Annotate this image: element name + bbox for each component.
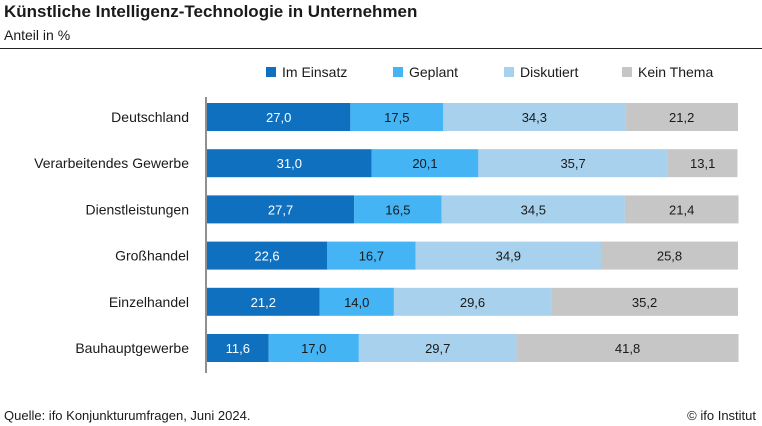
data-label: 35,2 <box>632 295 657 310</box>
data-label: 14,0 <box>344 295 369 310</box>
data-label: 34,5 <box>521 202 546 217</box>
legend-swatch-kein-thema <box>622 67 632 77</box>
data-label: 29,7 <box>425 341 450 356</box>
data-label: 41,8 <box>615 341 640 356</box>
data-label: 22,6 <box>254 249 279 264</box>
bar-segment-kein-thema <box>516 334 739 362</box>
chart-title: Künstliche Intelligenz-Technologie in Un… <box>4 2 418 21</box>
bar-segment-kein-thema <box>601 241 738 270</box>
data-label: 35,7 <box>560 156 585 171</box>
legend-swatch-geplant <box>393 67 403 77</box>
data-label: 31,0 <box>277 156 302 171</box>
bar-segment-diskutiert <box>443 103 626 131</box>
bar-segment-diskutiert <box>393 287 552 316</box>
data-label: 34,3 <box>522 110 547 125</box>
legend-label-kein-thema: Kein Thema <box>638 64 713 80</box>
chart-legend: Im Einsatz Geplant Diskutiert Kein Thema <box>266 64 713 80</box>
data-label: 16,7 <box>359 249 384 264</box>
chart-subtitle: Anteil in % <box>4 27 71 43</box>
title-divider <box>0 48 762 49</box>
legend-swatch-diskutiert <box>504 67 514 77</box>
data-label: 21,2 <box>669 110 694 125</box>
bar-segment-im-einsatz <box>207 241 328 270</box>
data-label: 17,5 <box>384 110 409 125</box>
bar-segment-im-einsatz <box>207 149 372 178</box>
bar-segment-geplant <box>350 103 444 131</box>
data-label: 29,6 <box>460 295 485 310</box>
bar-segment-geplant <box>319 287 394 316</box>
bar-segment-kein-thema <box>551 287 738 316</box>
bar-segment-kein-thema <box>624 195 739 224</box>
data-label: 34,9 <box>496 249 521 264</box>
data-label: 25,8 <box>657 249 682 264</box>
category-labels: Deutschland Verarbeitendes Gewerbe Dienstl… <box>34 109 189 356</box>
bar-segment-geplant <box>371 149 479 178</box>
copyright-note: © ifo Institut <box>687 408 756 423</box>
data-label: 20,1 <box>412 156 437 171</box>
data-label: 17,0 <box>301 341 326 356</box>
category-label: Einzelhandel <box>109 294 189 310</box>
bar-segment-diskutiert <box>415 241 602 270</box>
bar-segment-kein-thema <box>625 103 738 131</box>
bar-segment-im-einsatz <box>207 334 269 362</box>
data-label: 21,2 <box>251 295 276 310</box>
source-note: Quelle: ifo Konjunkturumfragen, Juni 202… <box>4 408 251 423</box>
data-label: 21,4 <box>669 202 694 217</box>
bar-segment-geplant <box>268 334 359 362</box>
bar-segment-diskutiert <box>358 334 517 362</box>
bar-segment-im-einsatz <box>207 195 355 224</box>
data-label: 16,5 <box>385 202 410 217</box>
category-label: Verarbeitendes Gewerbe <box>34 155 189 171</box>
bar-segment-geplant <box>354 195 442 224</box>
category-label: Dienstleistungen <box>85 201 189 217</box>
bar-segment-geplant <box>327 241 416 270</box>
bar-area: 27,0 17,5 34,3 21,2 31,0 20,1 35,7 13,1 27,7 16,5… <box>207 103 739 362</box>
legend-label-im-einsatz: Im Einsatz <box>282 64 347 80</box>
legend-label-diskutiert: Diskutiert <box>520 64 578 80</box>
legend-swatch-im-einsatz <box>266 67 276 77</box>
bar-segment-im-einsatz <box>207 103 351 131</box>
bar-segment-diskutiert <box>441 195 625 224</box>
legend-label-geplant: Geplant <box>409 64 458 80</box>
category-label: Deutschland <box>111 109 189 125</box>
bar-segment-diskutiert <box>478 149 668 178</box>
data-label: 11,6 <box>226 341 250 356</box>
data-label: 27,7 <box>268 202 293 217</box>
data-label: 13,1 <box>690 156 715 171</box>
category-label: Bauhauptgewerbe <box>75 340 189 356</box>
bar-segment-kein-thema <box>667 149 738 178</box>
bar-segment-im-einsatz <box>207 287 320 316</box>
data-label: 27,0 <box>266 110 291 125</box>
category-label: Großhandel <box>115 248 189 264</box>
